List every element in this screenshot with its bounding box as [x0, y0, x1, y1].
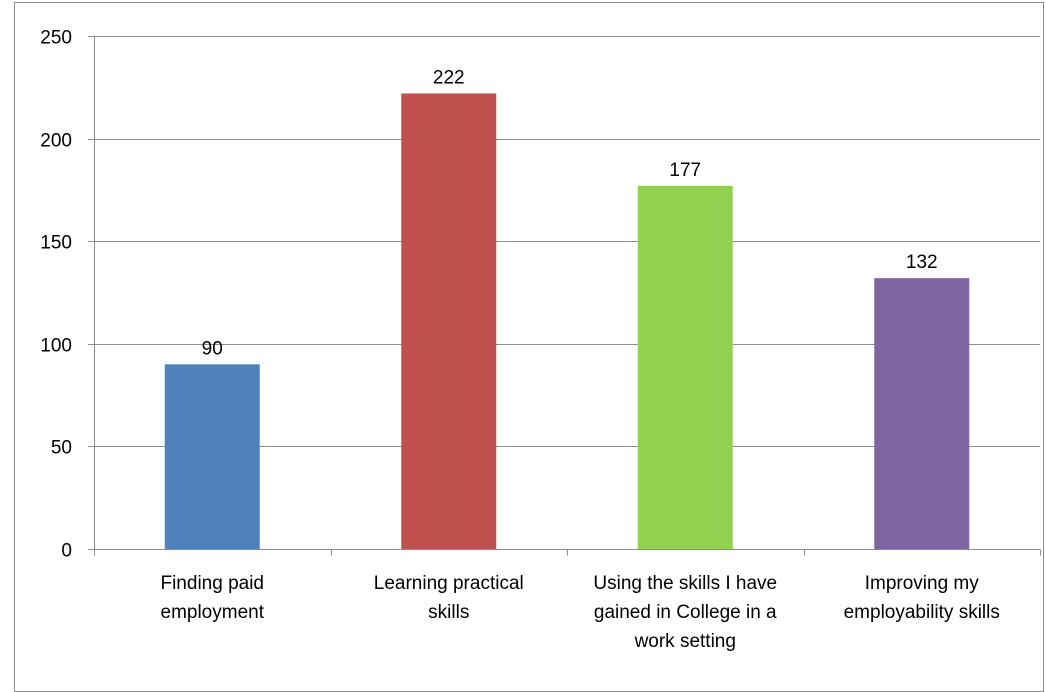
- x-category-label-1-line-1: Finding paid: [160, 573, 264, 594]
- data-label-3: 177: [669, 160, 701, 181]
- x-category-label-3-line-3: work setting: [634, 631, 736, 652]
- x-category-label-2: Learning practical skills: [374, 573, 524, 623]
- y-tick-label-200: 200: [40, 131, 72, 152]
- data-label-4: 132: [906, 252, 938, 273]
- bar-chart: 0 50 100 150 200 250 90 Finding paid employment 2…: [40, 28, 1041, 653]
- y-tick-label-0: 0: [61, 541, 72, 562]
- x-category-label-3-line-1: Using the skills I have: [593, 573, 777, 594]
- bar-2: [401, 93, 497, 550]
- x-category-label-3-line-2: gained in College in a: [594, 602, 777, 623]
- bar-3: [637, 185, 733, 549]
- y-tick-label-150: 150: [40, 233, 72, 254]
- x-category-label-1-line-2: employment: [161, 602, 265, 623]
- x-category-label-2-line-2: skills: [428, 602, 469, 623]
- bars: [164, 93, 970, 550]
- data-label-2: 222: [433, 67, 465, 88]
- y-tick-label-250: 250: [40, 28, 72, 49]
- x-category-label-2-line-1: Learning practical: [374, 573, 524, 594]
- x-category-label-4-line-1: Improving my: [865, 573, 980, 594]
- labels: 0 50 100 150 200 250 90 Finding paid employment 2…: [40, 28, 1000, 653]
- data-label-1: 90: [202, 338, 223, 359]
- bar-4: [874, 278, 970, 549]
- axes: [88, 36, 1041, 556]
- y-tick-label-100: 100: [40, 336, 72, 357]
- bar-1: [164, 364, 260, 549]
- x-category-label-1: Finding paid employment: [160, 573, 264, 623]
- x-category-label-4: Improving my employability skills: [844, 573, 1000, 623]
- x-category-label-3: Using the skills I have gained in College…: [593, 573, 777, 652]
- x-category-label-4-line-2: employability skills: [844, 602, 1000, 623]
- y-tick-label-50: 50: [51, 438, 72, 459]
